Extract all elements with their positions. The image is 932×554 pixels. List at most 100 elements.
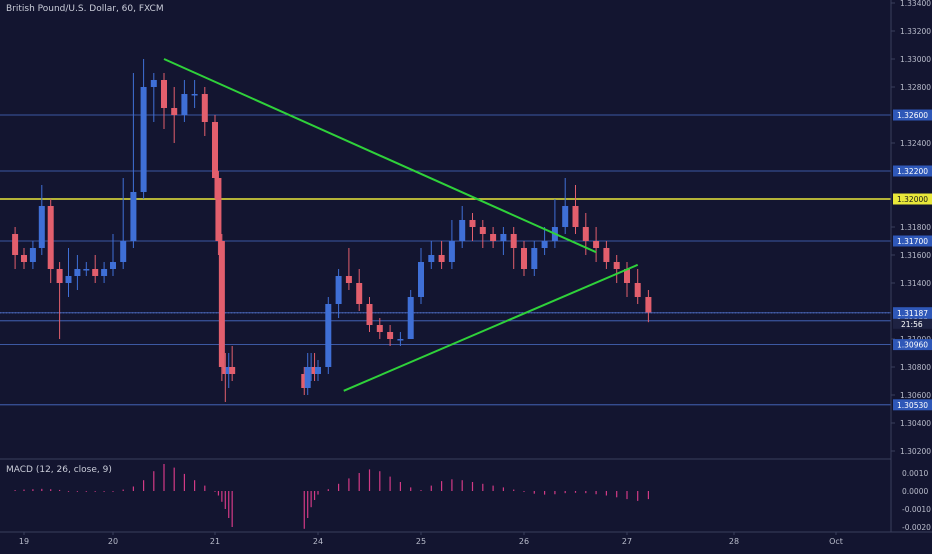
- candle-body: [490, 234, 497, 241]
- candle-body: [624, 269, 630, 283]
- level-price-label-bg: [893, 399, 932, 411]
- candle-body: [130, 192, 137, 241]
- candle-body: [572, 206, 579, 227]
- candle-body: [448, 241, 455, 262]
- candle-body: [541, 241, 548, 248]
- candle-body: [356, 283, 363, 304]
- level-price-label-text: 1.31700: [897, 237, 928, 246]
- candle-body: [47, 206, 54, 269]
- candle-body: [12, 234, 19, 255]
- price-tick-label: 1.33200: [900, 27, 931, 36]
- time-tick-label: 20: [108, 537, 118, 546]
- candle-body: [110, 262, 116, 269]
- candle-body: [65, 276, 72, 283]
- candle-body: [201, 94, 208, 122]
- current-price-label-text: 1.31187: [897, 309, 928, 318]
- candle-body: [38, 206, 45, 248]
- level-price-label-text: 1.32600: [897, 111, 928, 120]
- candle-body: [387, 332, 394, 339]
- candle-body: [510, 234, 517, 248]
- level-price-label: 1.32600: [893, 109, 932, 121]
- candle-body: [335, 276, 342, 304]
- level-price-label-bg: [893, 109, 932, 121]
- level-price-label-text: 1.30530: [897, 401, 928, 410]
- price-tick-label: 1.32400: [900, 139, 931, 148]
- candle-body: [345, 276, 352, 283]
- macd-tick-label: -0.0010: [902, 505, 931, 514]
- candle-body: [562, 206, 569, 227]
- candle-body: [366, 304, 373, 325]
- candle-body: [308, 367, 315, 369]
- current-price-label-bg: [893, 307, 932, 319]
- candles[interactable]: [12, 59, 652, 402]
- candle-body: [376, 325, 383, 332]
- level-price-label-bg: [893, 165, 932, 177]
- candle-body: [101, 269, 108, 276]
- time-axis-labels: 19 20 21 24 25 26 27 28 Oct: [19, 532, 843, 546]
- current-price-label: 1.31187 21:56: [893, 307, 932, 329]
- candle-body: [171, 108, 178, 115]
- price-tick-label: 1.31800: [900, 223, 931, 232]
- candle-body: [140, 87, 147, 192]
- price-tick-label: 1.32800: [900, 83, 931, 92]
- level-price-label: 1.31700: [893, 235, 932, 247]
- price-tick-label: 1.31400: [900, 279, 931, 288]
- price-tick-label: 1.31600: [900, 251, 931, 260]
- symbol-title: British Pound/U.S. Dollar, 60, FXCM: [6, 4, 164, 14]
- macd-tick-label: 0.0010: [902, 469, 928, 478]
- level-price-label-bg: [893, 235, 932, 247]
- price-tick-label: 1.30200: [900, 447, 931, 456]
- candle-body: [218, 241, 225, 367]
- trendlines[interactable]: [163, 58, 639, 392]
- time-tick-label: 26: [519, 537, 529, 546]
- candle-body: [191, 94, 198, 96]
- level-price-label: 1.30960: [893, 339, 932, 351]
- level-price-label-text: 1.32200: [897, 167, 928, 176]
- macd-title: MACD (12, 26, close, 9): [6, 465, 112, 475]
- time-tick-label: 21: [210, 537, 220, 546]
- candle-body: [150, 80, 157, 87]
- price-tick-label: 1.33400: [900, 0, 931, 8]
- level-price-label: 1.32200: [893, 165, 932, 177]
- candle-body: [479, 227, 486, 234]
- candle-body: [311, 367, 318, 374]
- candle-body: [418, 262, 424, 297]
- price-tick-label: 1.30800: [900, 363, 931, 372]
- time-tick-label: Oct: [829, 537, 843, 546]
- candle-body: [397, 339, 404, 341]
- candle-body: [407, 297, 414, 339]
- level-price-label: 1.32000: [893, 193, 932, 205]
- time-tick-label: 24: [313, 537, 323, 546]
- candle-body: [325, 304, 332, 367]
- countdown-bg: [893, 318, 932, 329]
- time-tick-label: 28: [729, 537, 739, 546]
- candle-body: [521, 248, 527, 269]
- candle-body: [469, 220, 476, 227]
- candle-body: [181, 94, 188, 115]
- candle-body: [531, 248, 538, 269]
- candle-body: [225, 367, 232, 374]
- candle-body: [428, 255, 435, 262]
- macd-histogram: 0.0010 0.0000 -0.0010 -0.0020: [14, 464, 931, 532]
- level-price-label-bg: [893, 193, 932, 205]
- time-tick-label: 19: [19, 537, 29, 546]
- time-tick-label: 27: [622, 537, 632, 546]
- candle-body: [634, 283, 641, 297]
- countdown-text: 21:56: [901, 320, 923, 329]
- axes: [0, 0, 932, 533]
- candle-body: [229, 367, 236, 374]
- price-tick-label: 1.30600: [900, 391, 931, 400]
- candle-body: [120, 241, 127, 262]
- candle-body: [301, 374, 308, 388]
- trendline-descending: [163, 58, 597, 254]
- candle-body: [645, 297, 652, 313]
- level-price-label-text: 1.30960: [897, 341, 928, 350]
- candle-body: [582, 227, 589, 241]
- candle-body: [500, 234, 507, 241]
- price-tick-label: 1.33000: [900, 55, 931, 64]
- candle-body: [92, 269, 99, 276]
- horizontal-levels: [0, 114, 891, 406]
